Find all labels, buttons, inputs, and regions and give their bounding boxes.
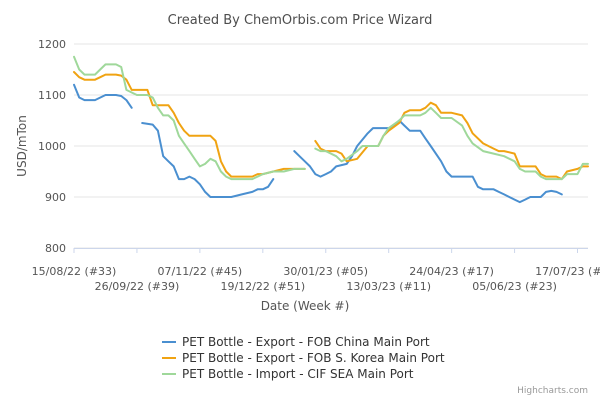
x-axis-title: Date (Week #) [261, 299, 350, 313]
legend-label: PET Bottle - Import - CIF SEA Main Port [182, 367, 414, 381]
legend-item-1[interactable]: PET Bottle - Export - FOB China Main Por… [162, 335, 430, 349]
x-tick-label: 26/09/22 (#39) [95, 280, 180, 293]
x-tick-label: 07/11/22 (#45) [158, 265, 243, 278]
x-tick-label: 13/03/23 (#11) [346, 280, 431, 293]
y-tick-label: 1100 [38, 89, 66, 102]
x-tick-label: 17/07/23 (#29) [535, 265, 600, 278]
legend-item-3[interactable]: PET Bottle - Import - CIF SEA Main Port [162, 367, 414, 381]
series-lines [73, 55, 589, 204]
legend: PET Bottle - Export - FOB China Main Por… [162, 335, 445, 381]
series-line-2[interactable] [73, 71, 589, 181]
x-tick-label: 24/04/23 (#17) [409, 265, 494, 278]
y-tick-label: 1000 [38, 140, 66, 153]
grid [74, 43, 588, 249]
legend-label: PET Bottle - Export - FOB S. Korea Main … [182, 351, 445, 365]
series-line-1[interactable] [73, 83, 563, 204]
x-tick-label: 19/12/22 (#51) [220, 280, 305, 293]
legend-label: PET Bottle - Export - FOB China Main Por… [182, 335, 430, 349]
x-axis-ticks: 15/08/22 (#33) 26/09/22 (#39) 07/11/22 (#4… [32, 248, 600, 293]
x-tick-label: 15/08/22 (#33) [32, 265, 117, 278]
y-tick-label: 800 [45, 242, 66, 255]
y-axis-ticks: 800 900 1000 1100 1200 [38, 38, 66, 255]
chart-title: Created By ChemOrbis.com Price Wizard [168, 13, 433, 28]
legend-item-2[interactable]: PET Bottle - Export - FOB S. Korea Main … [162, 351, 445, 365]
y-tick-label: 900 [45, 191, 66, 204]
x-tick-label: 05/06/23 (#23) [472, 280, 557, 293]
y-tick-label: 1200 [38, 38, 66, 51]
x-tick-label: 30/01/23 (#05) [283, 265, 368, 278]
y-axis-title: USD/mTon [15, 115, 29, 177]
series-line-3[interactable] [73, 55, 589, 181]
credits[interactable]: Highcharts.com [517, 386, 588, 396]
